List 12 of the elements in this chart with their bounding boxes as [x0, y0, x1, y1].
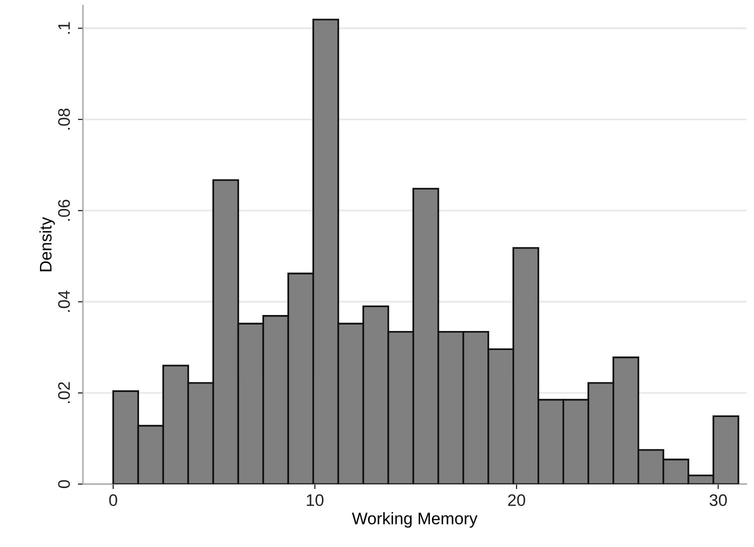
x-tick-label: 20: [508, 494, 526, 506]
x-tick-label: 30: [710, 494, 727, 506]
y-axis-title: Density: [39, 217, 55, 272]
y-tick-label: .08: [58, 108, 70, 130]
x-tick-label: 10: [306, 494, 324, 506]
y-tick-label: .04: [58, 290, 70, 312]
x-tick-label: 0: [109, 494, 118, 506]
y-tick-label: 0: [58, 480, 70, 488]
y-tick-label: .02: [58, 382, 70, 403]
x-axis-title: Working Memory: [352, 512, 478, 528]
y-tick-label: .1: [58, 22, 70, 34]
y-tick-label: .06: [58, 200, 70, 221]
